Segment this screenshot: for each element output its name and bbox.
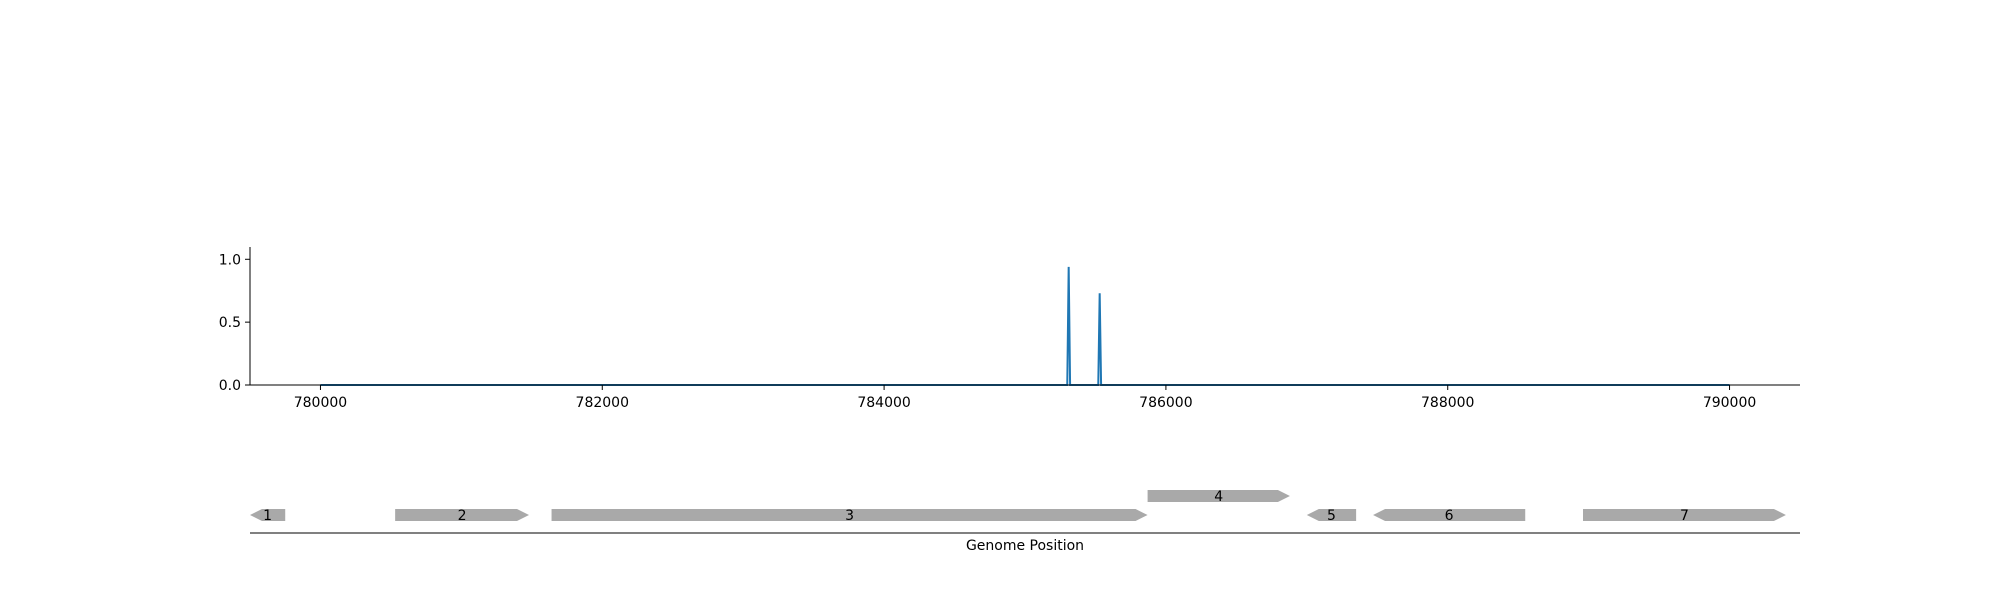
gene-feature-label: 7 (1680, 508, 1689, 524)
y-tick-label: 0.0 (219, 378, 241, 394)
x-tick-label: 780000 (294, 395, 347, 411)
x-tick-label: 784000 (857, 395, 910, 411)
x-tick-label: 790000 (1703, 395, 1756, 411)
gene-feature-label: 3 (845, 508, 854, 524)
x-tick-label: 788000 (1421, 395, 1474, 411)
x-axis-ticks: 780000 782000 784000 786000 788000 790000 (294, 385, 1756, 411)
gene-feature-label: 4 (1214, 489, 1223, 505)
gene-feature-arrow (395, 509, 529, 521)
gene-track: 1 2 3 4 5 6 7 Genome Position (250, 489, 1800, 554)
gene-features: 1 2 3 4 5 6 7 (250, 489, 1786, 524)
gene-feature-arrow (1583, 509, 1786, 521)
y-tick-label: 0.5 (219, 315, 241, 331)
series-layer (320, 266, 1730, 386)
gene-feature-label: 1 (263, 508, 272, 524)
x-axis-label: Genome Position (966, 538, 1084, 554)
y-axis-ticks: 0.0 0.5 1.0 (219, 252, 250, 394)
gene-feature-arrow (1147, 490, 1290, 502)
gene-feature-label: 2 (458, 508, 467, 524)
y-tick-label: 1.0 (219, 252, 241, 268)
x-tick-label: 786000 (1139, 395, 1192, 411)
x-tick-label: 782000 (576, 395, 629, 411)
gene-feature-label: 6 (1445, 508, 1454, 524)
gene-feature-arrow (1373, 509, 1526, 521)
gene-feature-arrow (250, 509, 286, 521)
gene-feature-label: 5 (1327, 508, 1336, 524)
gene-feature-arrow (551, 509, 1148, 521)
coverage-plot: 780000 782000 784000 786000 788000 790000 0.0… (219, 247, 1800, 411)
gene-feature-arrow (1306, 509, 1357, 521)
coverage-line (320, 266, 1730, 386)
